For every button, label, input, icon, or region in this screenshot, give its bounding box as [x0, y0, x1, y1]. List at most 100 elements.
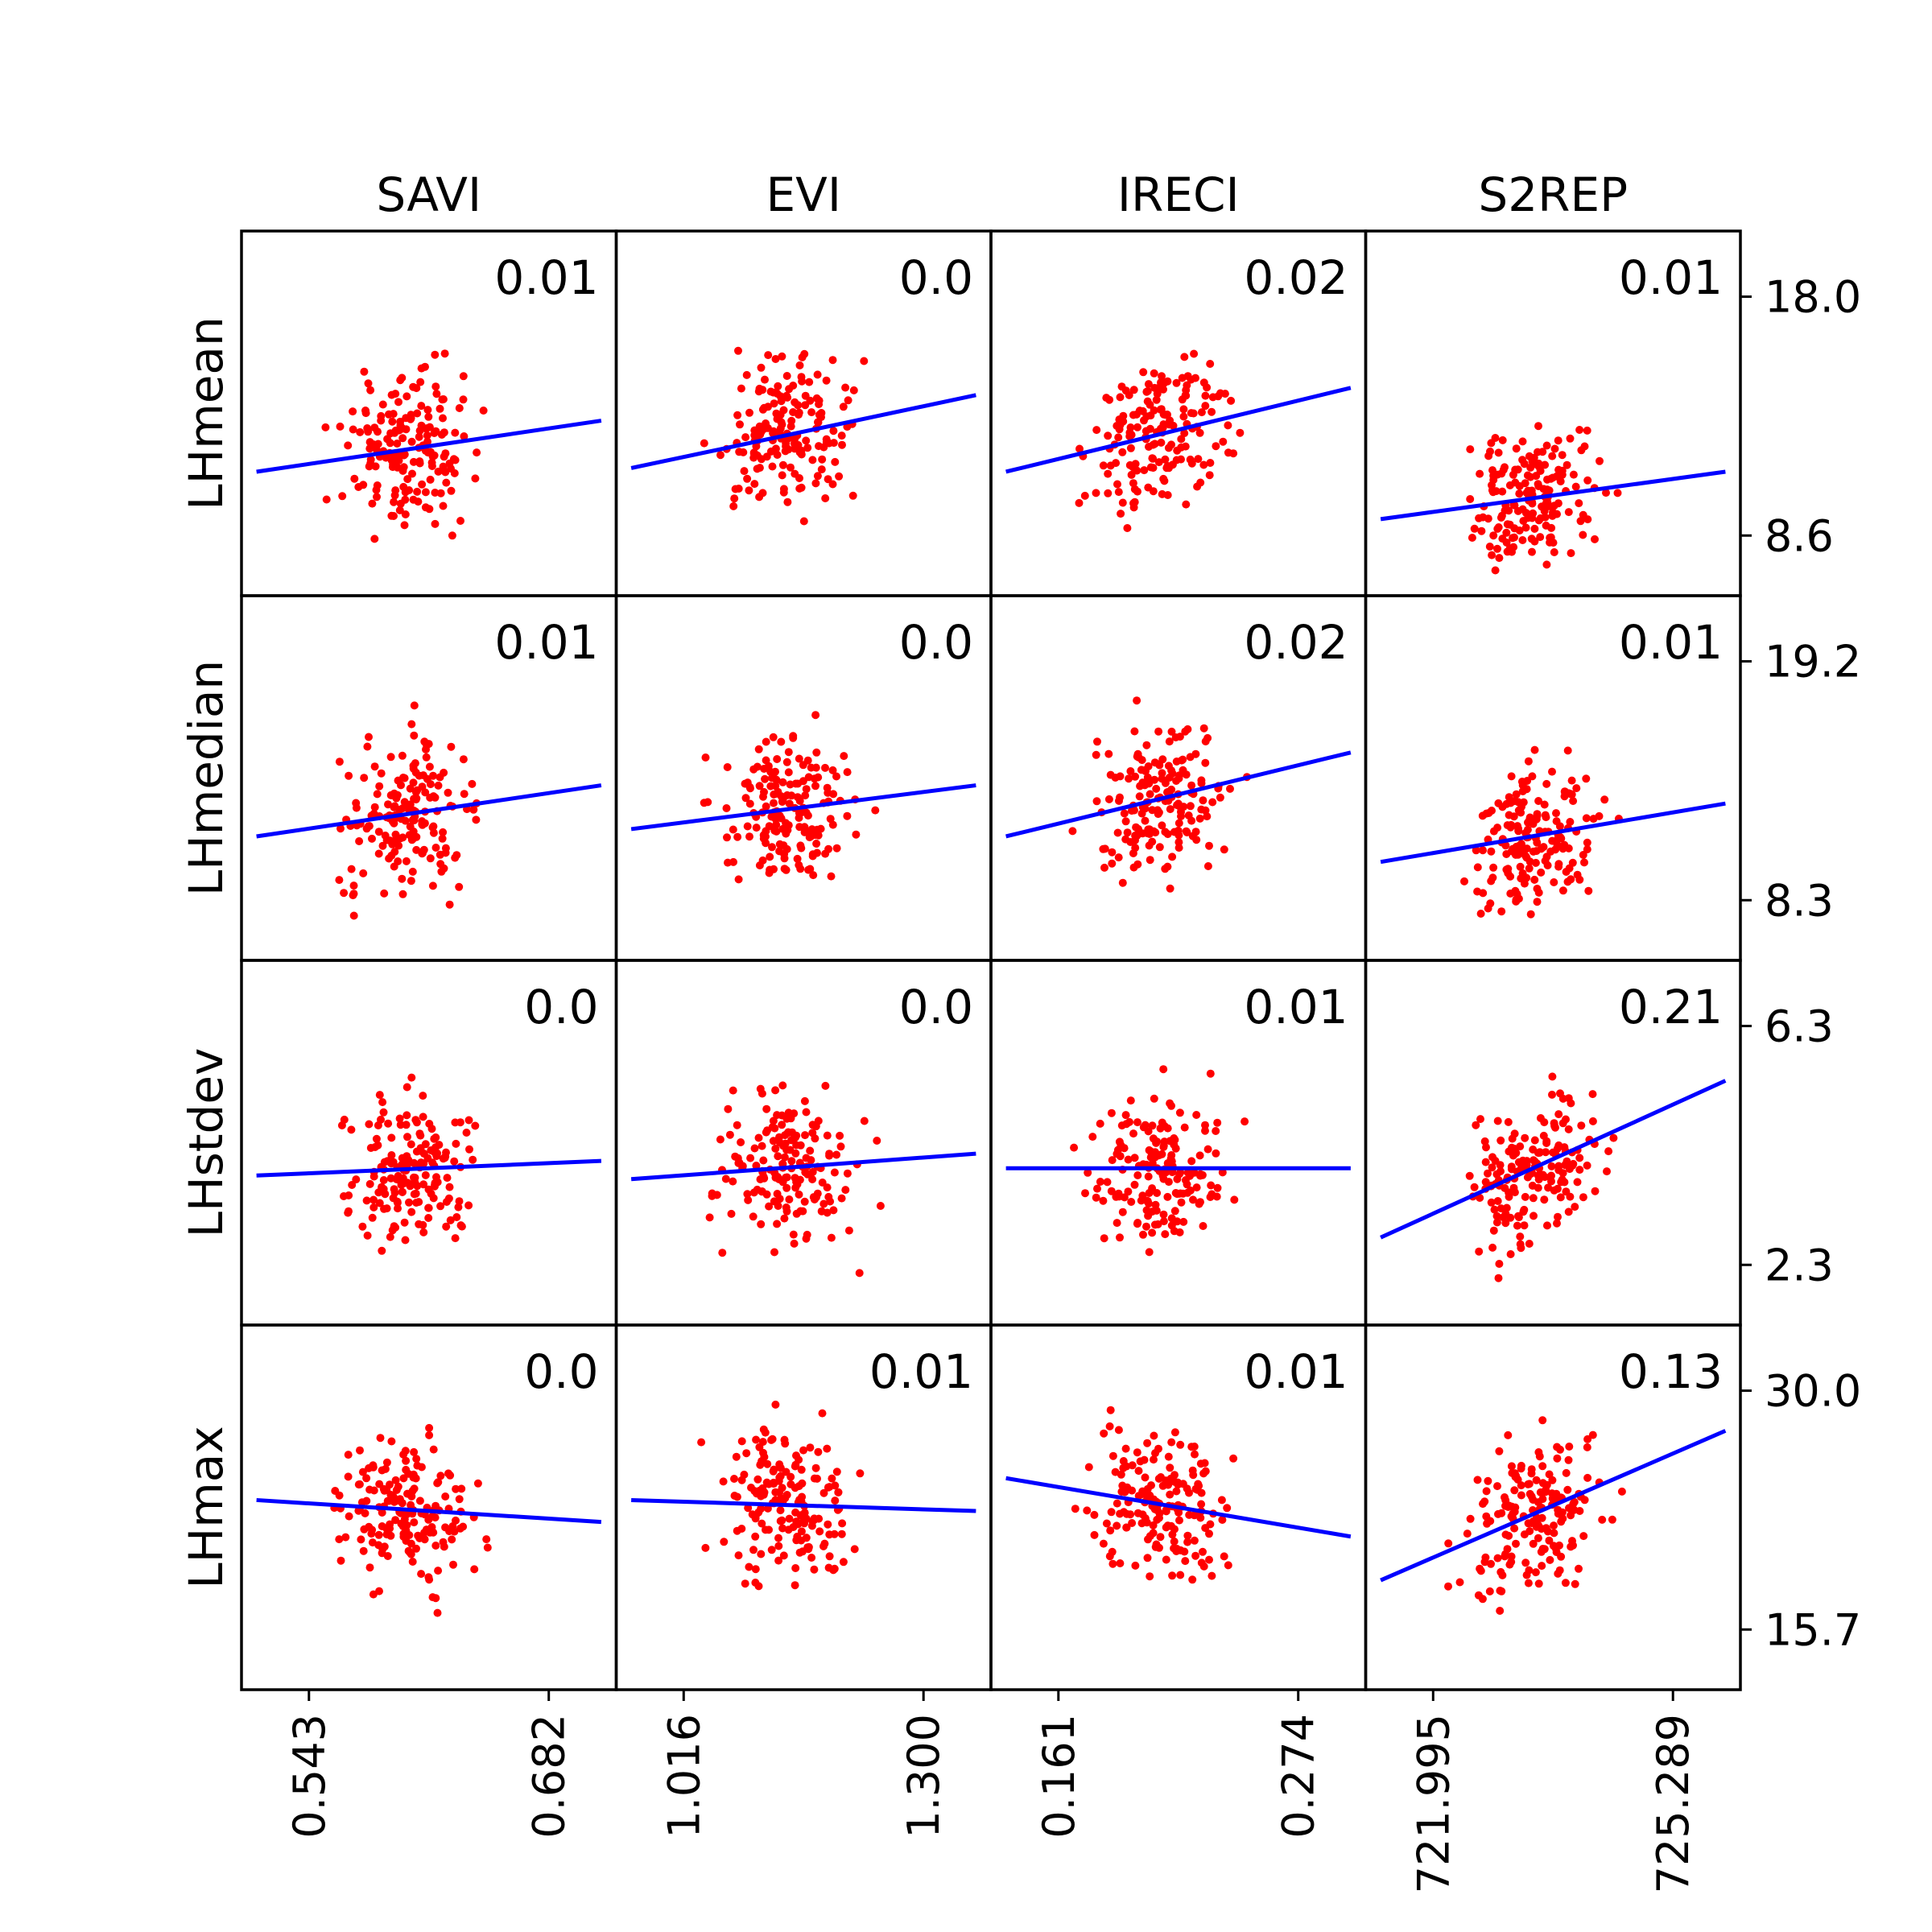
- data-point: [1523, 825, 1532, 834]
- data-point: [1583, 1161, 1591, 1170]
- data-point: [404, 1156, 413, 1165]
- data-point: [1538, 1462, 1547, 1471]
- data-point: [381, 1464, 390, 1473]
- data-point: [1591, 1187, 1600, 1195]
- data-point: [1197, 805, 1206, 814]
- data-point: [776, 1517, 785, 1525]
- data-point: [1558, 886, 1567, 895]
- data-point: [1608, 1515, 1616, 1524]
- data-point: [825, 1530, 834, 1539]
- data-point: [365, 1563, 374, 1572]
- data-point: [1604, 1147, 1613, 1156]
- data-point: [745, 832, 753, 841]
- data-point: [336, 824, 345, 833]
- data-point: [431, 382, 440, 391]
- data-point: [1548, 1476, 1557, 1484]
- data-point: [799, 1446, 807, 1455]
- regression-line: [1380, 801, 1726, 865]
- data-point: [1487, 439, 1496, 448]
- x-tick-label: 0.543: [284, 1714, 335, 1839]
- data-point: [358, 1468, 367, 1476]
- data-point: [787, 1136, 796, 1145]
- data-point: [807, 1554, 816, 1562]
- data-point: [1172, 378, 1181, 387]
- data-point: [366, 386, 375, 394]
- data-point: [744, 1195, 753, 1204]
- data-point: [373, 481, 382, 489]
- data-point: [1491, 566, 1500, 575]
- data-point: [412, 1544, 420, 1553]
- data-point: [777, 814, 786, 823]
- data-point: [399, 1450, 408, 1459]
- data-point: [1105, 395, 1114, 404]
- data-point: [427, 462, 436, 470]
- data-point: [1176, 1571, 1185, 1579]
- data-point: [1183, 1484, 1191, 1493]
- data-point: [1492, 1212, 1501, 1220]
- data-point: [407, 877, 415, 886]
- data-point: [456, 1524, 464, 1533]
- y-tick-label: 2.3: [1765, 1240, 1834, 1290]
- data-point: [1493, 1482, 1501, 1491]
- data-point: [1575, 1154, 1584, 1162]
- data-point: [1175, 1228, 1184, 1236]
- data-point: [1128, 1519, 1137, 1527]
- data-point: [374, 849, 383, 858]
- data-point: [1114, 1189, 1123, 1198]
- data-point: [808, 1175, 817, 1183]
- data-point: [408, 815, 417, 824]
- data-point: [1183, 828, 1191, 836]
- data-point: [456, 1118, 464, 1127]
- data-point: [760, 787, 768, 796]
- data-point: [427, 1125, 436, 1133]
- data-point: [1150, 775, 1159, 784]
- data-point: [386, 1520, 394, 1529]
- data-point: [1119, 1457, 1128, 1465]
- data-point: [1130, 1154, 1139, 1162]
- data-point: [431, 1133, 440, 1141]
- data-point: [395, 1114, 404, 1123]
- data-point: [1230, 1195, 1239, 1204]
- data-point: [1191, 374, 1199, 382]
- data-point: [385, 854, 394, 863]
- data-point: [784, 821, 793, 830]
- data-point: [1201, 758, 1210, 767]
- data-point: [365, 733, 373, 741]
- data-point: [852, 830, 861, 839]
- data-point: [1190, 1511, 1199, 1520]
- data-point: [815, 400, 824, 409]
- scatter-points: [1071, 1406, 1238, 1584]
- data-point: [398, 774, 407, 782]
- data-point: [1165, 774, 1174, 782]
- data-point: [1197, 1488, 1206, 1497]
- data-point: [375, 782, 384, 791]
- data-point: [444, 1194, 453, 1203]
- data-point: [407, 1492, 416, 1501]
- data-point: [802, 436, 811, 445]
- data-point: [780, 854, 789, 863]
- data-point: [365, 1179, 374, 1188]
- data-point: [837, 1530, 846, 1538]
- data-point: [1163, 1192, 1172, 1201]
- data-point: [456, 517, 464, 525]
- data-point: [774, 1202, 782, 1210]
- data-point: [823, 1131, 832, 1140]
- data-point: [1575, 875, 1584, 884]
- data-point: [1175, 1516, 1183, 1525]
- data-point: [1524, 757, 1533, 766]
- data-point: [1455, 1578, 1464, 1587]
- data-point: [1174, 826, 1183, 835]
- data-point: [1090, 1510, 1099, 1519]
- data-point: [1501, 463, 1509, 472]
- data-point: [860, 357, 869, 365]
- data-point: [1189, 409, 1198, 418]
- data-point: [402, 392, 411, 401]
- data-point: [1167, 1101, 1175, 1110]
- scatter-points: [1070, 1065, 1249, 1257]
- data-point: [708, 1189, 716, 1198]
- data-point: [425, 1430, 434, 1439]
- data-point: [1151, 1200, 1160, 1209]
- data-point: [387, 791, 396, 799]
- data-point: [380, 889, 389, 898]
- data-point: [1492, 1218, 1501, 1227]
